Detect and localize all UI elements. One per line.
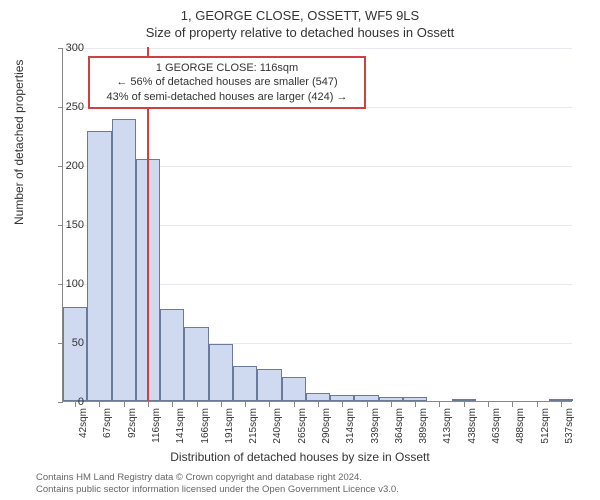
plot-region: 42sqm67sqm92sqm116sqm141sqm166sqm191sqm2… xyxy=(62,48,572,402)
xtick-label: 92sqm xyxy=(127,408,138,448)
chart-plot-area: 42sqm67sqm92sqm116sqm141sqm166sqm191sqm2… xyxy=(62,48,572,402)
footer-line-2: Contains public sector information licen… xyxy=(36,484,399,496)
histogram-bar xyxy=(403,397,427,401)
chart-title-sub: Size of property relative to detached ho… xyxy=(0,23,600,40)
xtick-mark xyxy=(464,402,465,407)
xtick-mark xyxy=(148,402,149,407)
chart-title-main: 1, GEORGE CLOSE, OSSETT, WF5 9LS xyxy=(0,0,600,23)
xtick-mark xyxy=(99,402,100,407)
ytick-label: 100 xyxy=(52,278,84,290)
xtick-mark xyxy=(439,402,440,407)
ytick-label: 200 xyxy=(52,160,84,172)
histogram-bar xyxy=(63,307,87,401)
histogram-bar xyxy=(379,397,403,401)
histogram-bar xyxy=(306,393,330,401)
ytick-label: 250 xyxy=(52,101,84,113)
xtick-mark xyxy=(367,402,368,407)
xtick-mark xyxy=(245,402,246,407)
histogram-bar xyxy=(452,399,476,401)
xtick-label: 339sqm xyxy=(370,408,381,448)
annotation-line: 1 GEORGE CLOSE: 116sqm xyxy=(96,61,358,75)
y-axis-label: Number of detached properties xyxy=(12,60,26,225)
annotation-line: ← 56% of detached houses are smaller (54… xyxy=(96,75,358,89)
xtick-label: 240sqm xyxy=(272,408,283,448)
xtick-label: 314sqm xyxy=(345,408,356,448)
ytick-label: 50 xyxy=(52,337,84,349)
xtick-mark xyxy=(342,402,343,407)
xtick-label: 364sqm xyxy=(394,408,405,448)
histogram-bar xyxy=(160,309,184,401)
histogram-bar xyxy=(282,377,306,401)
gridline xyxy=(63,48,572,49)
xtick-mark xyxy=(197,402,198,407)
xtick-mark xyxy=(318,402,319,407)
xtick-mark xyxy=(537,402,538,407)
xtick-mark xyxy=(561,402,562,407)
xtick-label: 290sqm xyxy=(321,408,332,448)
xtick-label: 265sqm xyxy=(297,408,308,448)
xtick-label: 116sqm xyxy=(151,408,162,448)
xtick-mark xyxy=(488,402,489,407)
histogram-bar xyxy=(257,369,281,401)
xtick-mark xyxy=(391,402,392,407)
xtick-mark xyxy=(512,402,513,407)
xtick-label: 438sqm xyxy=(467,408,478,448)
xtick-mark xyxy=(294,402,295,407)
xtick-label: 463sqm xyxy=(491,408,502,448)
histogram-bar xyxy=(549,399,573,401)
annotation-callout: 1 GEORGE CLOSE: 116sqm← 56% of detached … xyxy=(88,56,366,109)
xtick-mark xyxy=(269,402,270,407)
xtick-mark xyxy=(124,402,125,407)
xtick-label: 537sqm xyxy=(564,408,575,448)
xtick-label: 42sqm xyxy=(78,408,89,448)
xtick-label: 191sqm xyxy=(224,408,235,448)
histogram-bar xyxy=(233,366,257,401)
xtick-mark xyxy=(221,402,222,407)
footer-line-1: Contains HM Land Registry data © Crown c… xyxy=(36,472,399,484)
xtick-label: 488sqm xyxy=(515,408,526,448)
annotation-line: 43% of semi-detached houses are larger (… xyxy=(96,90,358,104)
histogram-bar xyxy=(354,395,378,401)
histogram-bar xyxy=(112,119,136,401)
xtick-mark xyxy=(415,402,416,407)
histogram-bar xyxy=(184,327,208,401)
xtick-label: 215sqm xyxy=(248,408,259,448)
xtick-label: 413sqm xyxy=(442,408,453,448)
x-axis-label: Distribution of detached houses by size … xyxy=(0,450,600,464)
xtick-label: 67sqm xyxy=(102,408,113,448)
histogram-bar xyxy=(330,395,354,401)
xtick-label: 141sqm xyxy=(175,408,186,448)
xtick-label: 512sqm xyxy=(540,408,551,448)
histogram-bar xyxy=(209,344,233,401)
ytick-label: 150 xyxy=(52,219,84,231)
ytick-label: 300 xyxy=(52,42,84,54)
ytick-label: 0 xyxy=(52,396,84,408)
xtick-label: 389sqm xyxy=(418,408,429,448)
xtick-mark xyxy=(172,402,173,407)
footer-attribution: Contains HM Land Registry data © Crown c… xyxy=(36,472,399,496)
histogram-bar xyxy=(87,131,111,401)
xtick-label: 166sqm xyxy=(200,408,211,448)
